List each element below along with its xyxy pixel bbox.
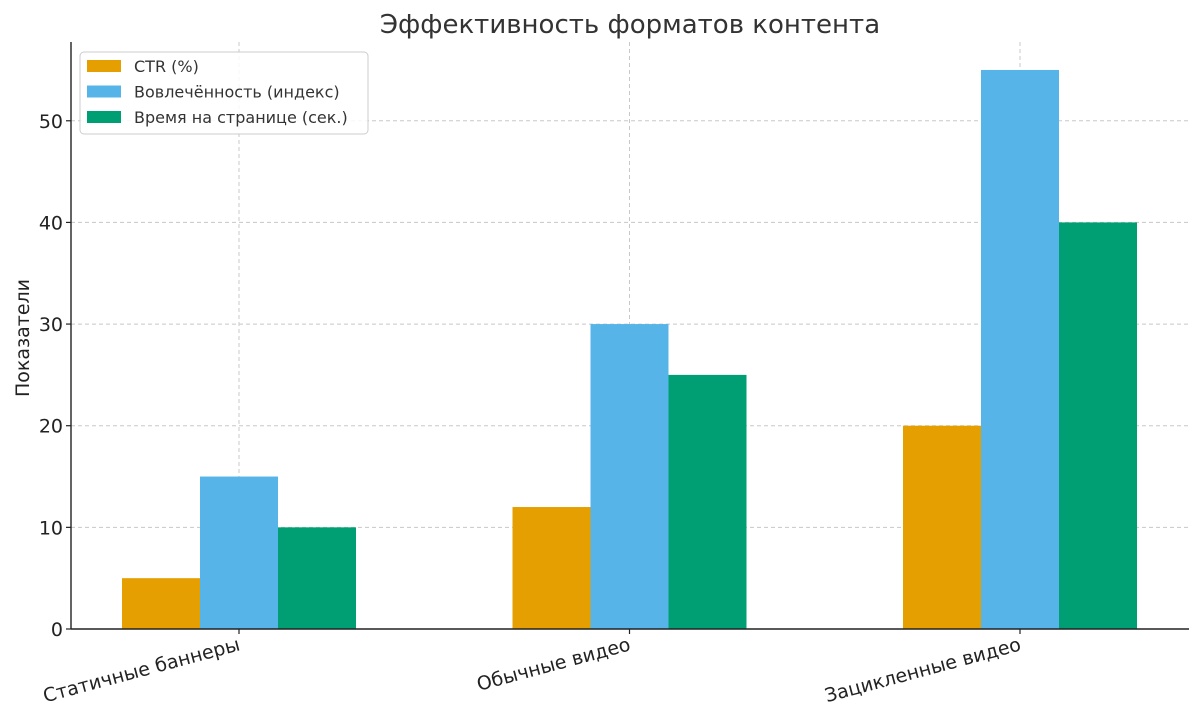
- x-tick-label: Статичные баннеры: [41, 634, 243, 708]
- y-tick-label: 50: [39, 111, 63, 133]
- x-tick-label: Зацикленные видео: [822, 634, 1023, 708]
- bar: [1059, 222, 1137, 629]
- bar: [590, 324, 669, 629]
- y-tick-label: 30: [39, 314, 63, 336]
- legend-swatch: [87, 111, 121, 123]
- legend-label: Вовлечённость (индекс): [134, 83, 340, 102]
- bar: [512, 507, 591, 629]
- legend: CTR (%) Вовлечённость (индекс) Время на ст…: [79, 51, 369, 135]
- y-tick-label: 20: [39, 416, 63, 438]
- legend-label: CTR (%): [134, 57, 199, 76]
- legend-label: Время на странице (сек.): [134, 108, 348, 127]
- legend-swatch: [87, 60, 121, 72]
- y-tick-label: 40: [39, 212, 63, 234]
- y-tick-label: 0: [51, 619, 63, 641]
- bar: [278, 527, 356, 629]
- y-tick-labels: 0 10 20 30 40 50: [39, 111, 71, 641]
- y-axis-label: Показатели: [12, 279, 34, 397]
- bar: [981, 69, 1059, 629]
- y-tick-label: 10: [39, 517, 63, 539]
- bars: [122, 69, 1137, 629]
- legend-box: [79, 51, 369, 135]
- bar: [903, 425, 981, 629]
- chart-title: Эффективность форматов контента: [380, 10, 880, 40]
- x-tick-labels: Статичные баннеры Обычные видео Зацикленны…: [41, 629, 1023, 708]
- bar: [122, 578, 200, 629]
- x-tick-label: Обычные видео: [474, 634, 632, 696]
- bar: [668, 374, 747, 629]
- bar: [200, 476, 278, 629]
- legend-swatch: [87, 85, 121, 98]
